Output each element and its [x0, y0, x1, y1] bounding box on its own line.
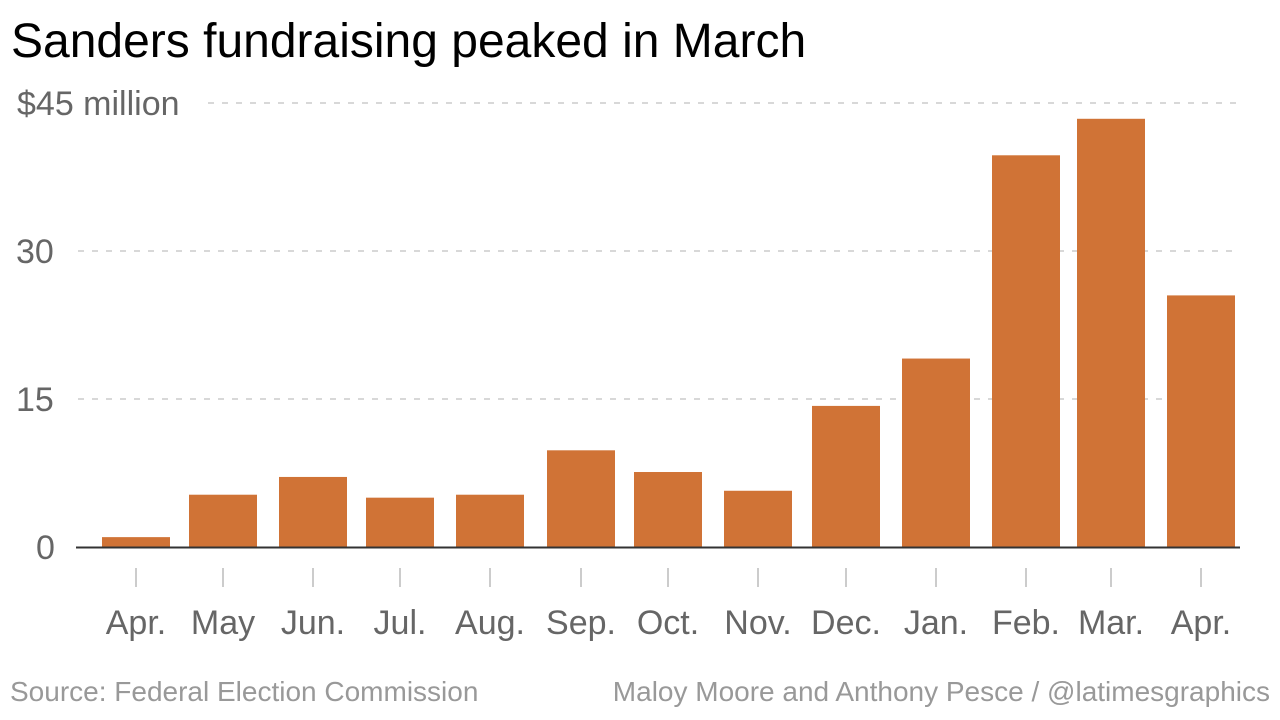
bar: [724, 490, 792, 547]
x-tick-label: Feb.: [992, 604, 1060, 642]
bar: [547, 450, 615, 547]
credit-note: Maloy Moore and Anthony Pesce / @latimes…: [612, 676, 1270, 707]
bar: [812, 405, 880, 547]
x-axis-ticks: Apr. May Jun. Jul. Aug. Sep. Oct. Nov. Dec. Jan. F…: [106, 568, 1231, 642]
x-tick-label: Oct.: [637, 604, 699, 642]
x-tick-label: Apr.: [1171, 604, 1231, 642]
bar: [279, 476, 347, 547]
gridlines: [78, 102, 1240, 400]
x-tick-label: Sep.: [546, 604, 616, 642]
y-tick-label: 30: [16, 233, 54, 271]
bar: [992, 155, 1060, 547]
bar: [102, 537, 170, 547]
bar: [189, 494, 257, 547]
x-tick-label: Apr.: [106, 604, 166, 642]
x-tick-label: Jan.: [904, 604, 968, 642]
chart-title: Sanders fundraising peaked in March: [11, 15, 807, 68]
bar: [1077, 118, 1145, 547]
x-tick-label: Jul.: [374, 604, 427, 642]
bar: [1167, 295, 1235, 547]
x-tick-label: May: [191, 604, 255, 642]
x-tick-label: Dec.: [811, 604, 881, 642]
bar: [902, 358, 970, 547]
bar: [456, 494, 524, 547]
bar: [634, 472, 702, 547]
x-tick-label: Nov.: [724, 604, 791, 642]
bars: [102, 118, 1235, 547]
y-tick-label: $45 million: [17, 85, 180, 123]
y-tick-label: 0: [36, 529, 55, 567]
bar: [366, 497, 434, 547]
x-tick-label: Mar.: [1078, 604, 1144, 642]
y-tick-label: 15: [16, 381, 54, 419]
x-tick-label: Jun.: [281, 604, 345, 642]
y-axis-tick-labels: 0 15 30 $45 million: [16, 85, 180, 567]
x-tick-label: Aug.: [455, 604, 525, 642]
source-note: Source: Federal Election Commission: [10, 676, 479, 707]
